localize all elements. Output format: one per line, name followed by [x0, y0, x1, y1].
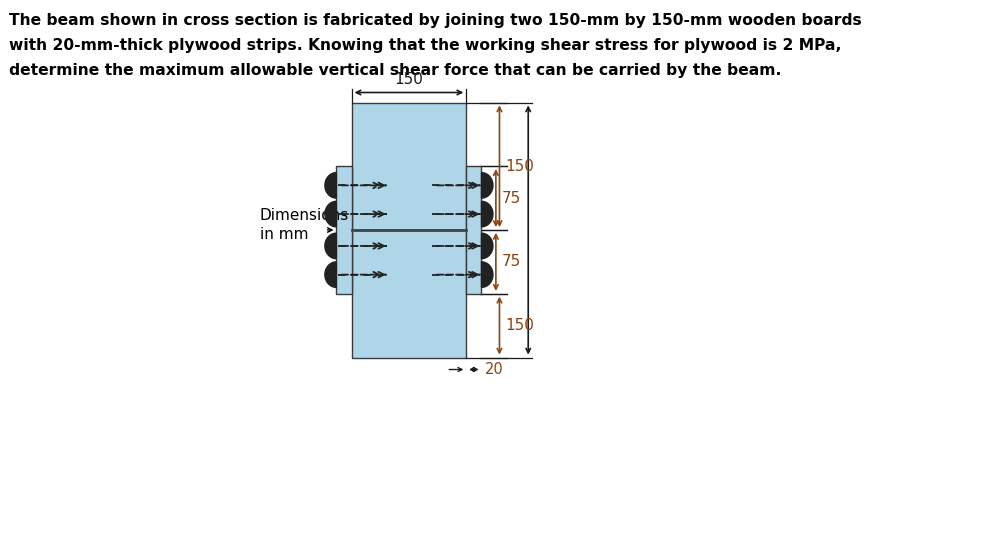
Bar: [352, 103, 466, 230]
Bar: [466, 166, 481, 294]
Bar: [337, 166, 352, 294]
Polygon shape: [481, 173, 493, 198]
Text: 150: 150: [505, 318, 534, 333]
Polygon shape: [325, 233, 337, 259]
Text: The beam shown in cross section is fabricated by joining two 150-mm by 150-mm wo: The beam shown in cross section is fabri…: [9, 13, 862, 28]
Text: determine the maximum allowable vertical shear force that can be carried by the : determine the maximum allowable vertical…: [9, 63, 782, 78]
Text: Dimensions
in mm: Dimensions in mm: [260, 208, 350, 242]
Text: 75: 75: [501, 190, 520, 205]
Text: with 20-mm-thick plywood strips. Knowing that the working shear stress for plywo: with 20-mm-thick plywood strips. Knowing…: [9, 38, 842, 53]
Text: 150: 150: [505, 159, 534, 174]
Polygon shape: [481, 201, 493, 227]
Polygon shape: [481, 233, 493, 259]
Polygon shape: [325, 262, 337, 287]
Text: 20: 20: [485, 362, 504, 377]
Polygon shape: [481, 262, 493, 287]
Text: 150: 150: [395, 72, 423, 87]
Polygon shape: [325, 201, 337, 227]
Bar: [352, 230, 466, 357]
Polygon shape: [325, 173, 337, 198]
Text: 75: 75: [501, 254, 520, 270]
